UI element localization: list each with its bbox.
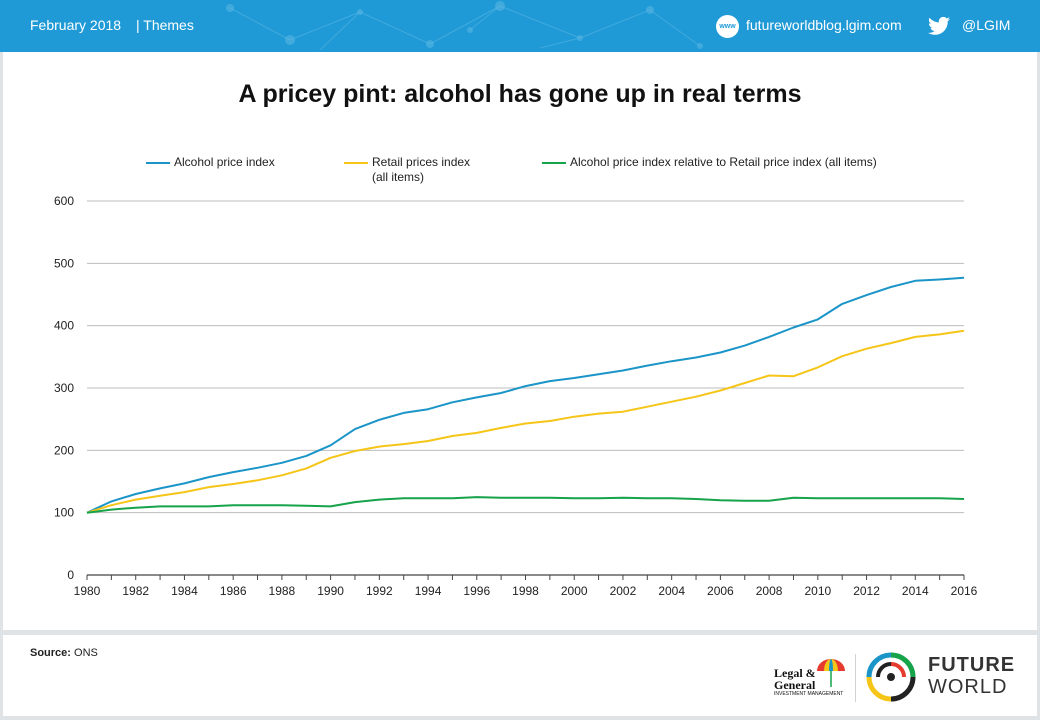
x-tick-label: 2004	[658, 584, 685, 598]
line-chart: 0 100 200 300 400 500 600 1980 1982 1984 1986 1988 1…	[54, 194, 978, 598]
frame-bottom-border	[0, 716, 1040, 720]
y-tick-label: 600	[54, 194, 74, 208]
header-date: February 2018	[30, 17, 122, 33]
source-note: Source: ONS	[30, 647, 98, 659]
x-tick-label: 1988	[269, 584, 296, 598]
header-section: | Themes	[136, 17, 194, 33]
lg-logo-line2: General	[774, 678, 816, 692]
lg-logo-line1: Legal &	[774, 666, 816, 680]
source-value: ONS	[74, 647, 98, 659]
legend-swatch-retail	[344, 162, 368, 164]
x-tick-label: 2002	[610, 584, 637, 598]
future-world-icon	[866, 652, 916, 702]
chart-title: A pricey pint: alcohol has gone up in re…	[238, 80, 802, 108]
y-tick-label: 100	[54, 506, 74, 520]
series-line-relative	[86, 496, 965, 514]
x-tick-label: 1984	[171, 584, 198, 598]
twitter-handle[interactable]: @LGIM	[962, 17, 1011, 33]
legend-label-relative: Alcohol price index relative to Retail p…	[570, 155, 877, 169]
footer-divider	[0, 630, 1040, 635]
frame-left-border	[0, 52, 3, 720]
x-tick-label: 2012	[853, 584, 880, 598]
logo-divider	[855, 654, 856, 702]
x-tick-label: 2010	[804, 584, 831, 598]
fw-logo-line2: WORLD	[928, 676, 1008, 698]
x-tick-label: 2000	[561, 584, 588, 598]
x-tick-label: 1992	[366, 584, 393, 598]
blog-link[interactable]: futureworldblog.lgim.com	[746, 17, 902, 33]
future-world-logo: FUTURE WORLD	[928, 654, 1015, 698]
network-pattern-background	[226, 1, 703, 51]
series-line-alcohol	[86, 276, 965, 514]
x-tick-label: 1980	[74, 584, 101, 598]
legend-label-alcohol: Alcohol price index	[174, 155, 275, 169]
fw-logo-line1: FUTURE	[928, 654, 1016, 676]
x-tick-label: 2014	[902, 584, 929, 598]
x-tick-label: 2008	[756, 584, 783, 598]
x-tick-label: 1996	[463, 584, 490, 598]
x-tick-label: 2006	[707, 584, 734, 598]
y-tick-label: 0	[67, 568, 74, 582]
twitter-icon[interactable]	[928, 16, 950, 36]
y-tick-label: 200	[54, 443, 74, 457]
x-tick-label: 2016	[951, 584, 978, 598]
legend-label-retail: Retail prices index (all items)	[372, 155, 471, 184]
lg-logo-line3: INVESTMENT MANAGEMENT	[774, 691, 844, 697]
x-tick-label: 1986	[220, 584, 247, 598]
y-tick-label: 500	[54, 256, 74, 270]
y-tick-label: 300	[54, 381, 74, 395]
series-line-retail	[86, 329, 965, 514]
x-tick-label: 1998	[512, 584, 539, 598]
frame-right-border	[1037, 52, 1040, 720]
x-tick-label: 1994	[415, 584, 442, 598]
header-bar: February 2018 | Themes www futureworldbl…	[0, 0, 1040, 52]
source-label: Source:	[30, 647, 71, 659]
legend-swatch-alcohol	[146, 162, 170, 164]
umbrella-icon	[817, 659, 845, 687]
x-tick-label: 1982	[122, 584, 149, 598]
legend-swatch-relative	[542, 162, 566, 164]
www-icon: www	[716, 15, 739, 38]
x-tick-label: 1990	[317, 584, 344, 598]
y-tick-label: 400	[54, 319, 74, 333]
